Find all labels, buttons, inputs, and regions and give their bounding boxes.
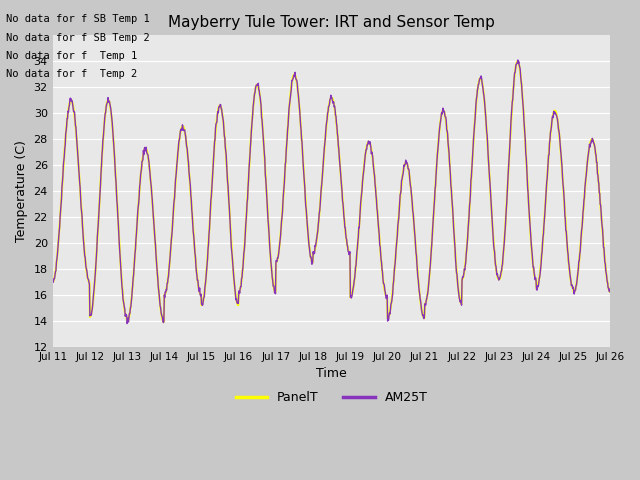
- Legend: PanelT, AM25T: PanelT, AM25T: [230, 386, 433, 409]
- X-axis label: Time: Time: [316, 367, 347, 380]
- Y-axis label: Temperature (C): Temperature (C): [15, 140, 28, 242]
- Text: No data for f  Temp 2: No data for f Temp 2: [6, 69, 138, 79]
- Text: No data for f SB Temp 1: No data for f SB Temp 1: [6, 14, 150, 24]
- Text: No data for f  Temp 1: No data for f Temp 1: [6, 51, 138, 61]
- Title: Mayberry Tule Tower: IRT and Sensor Temp: Mayberry Tule Tower: IRT and Sensor Temp: [168, 15, 495, 30]
- Text: No data for f SB Temp 2: No data for f SB Temp 2: [6, 33, 150, 43]
